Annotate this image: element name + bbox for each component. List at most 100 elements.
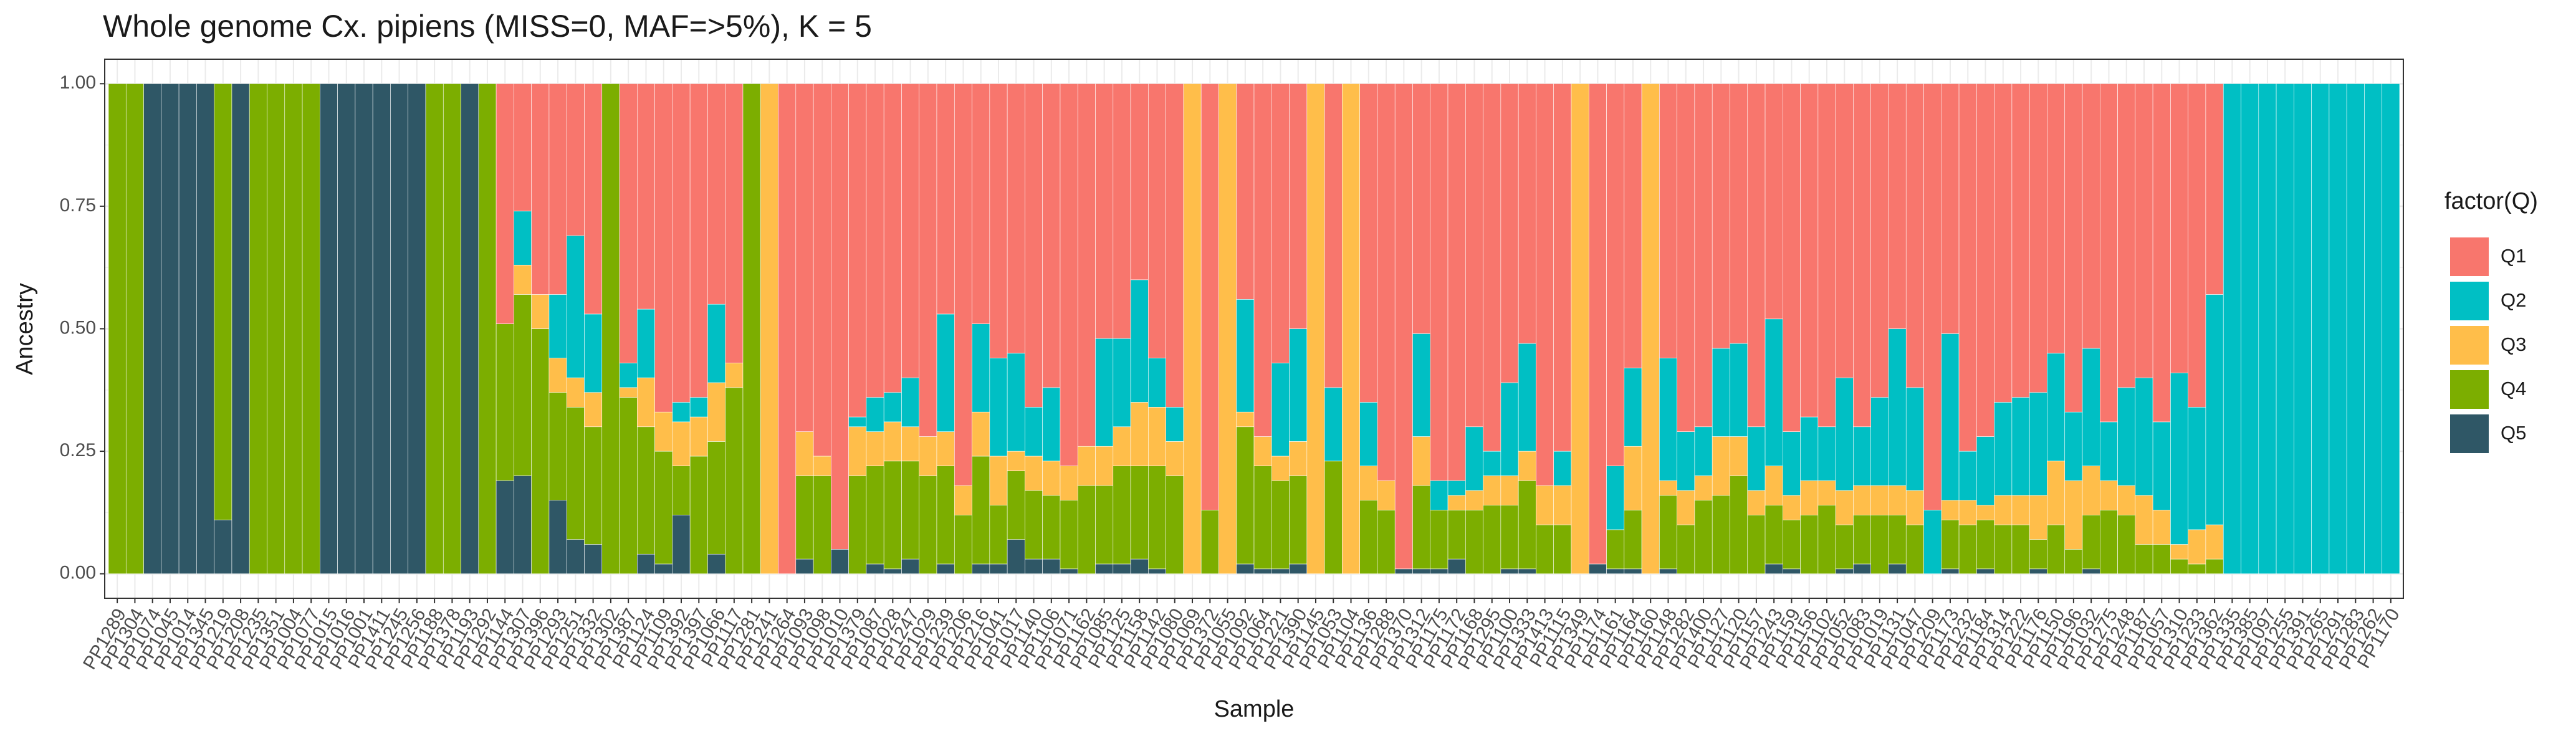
bar-segment bbox=[1271, 480, 1290, 570]
bar-segment bbox=[2382, 84, 2400, 574]
y-tick-label: 1.00 bbox=[60, 72, 96, 93]
bar-segment bbox=[1271, 456, 1290, 481]
bar-segment bbox=[1148, 84, 1166, 358]
bar-segment bbox=[919, 476, 937, 574]
legend-key bbox=[2449, 325, 2490, 366]
bar-segment bbox=[1783, 84, 1801, 432]
bar-segment bbox=[637, 84, 655, 310]
bar-segment bbox=[2205, 524, 2224, 560]
bar-segment bbox=[1800, 416, 1819, 481]
legend-label: Q5 bbox=[2501, 422, 2526, 444]
bar-segment bbox=[2205, 294, 2224, 525]
bar-segment bbox=[654, 563, 673, 574]
bar-segment bbox=[1447, 510, 1466, 560]
bar-segment bbox=[989, 358, 1008, 457]
legend-label: Q1 bbox=[2501, 245, 2526, 267]
bar-segment bbox=[2082, 515, 2100, 570]
bar-segment bbox=[1624, 368, 1642, 447]
bar-segment bbox=[848, 426, 867, 476]
bar-segment bbox=[1853, 84, 1871, 428]
bar-segment bbox=[1817, 480, 1836, 505]
bar-segment bbox=[866, 397, 884, 432]
bar-segment bbox=[1853, 485, 1871, 515]
bar-segment bbox=[1712, 495, 1730, 574]
bar-segment bbox=[1447, 480, 1466, 496]
bar-segment bbox=[707, 303, 725, 383]
bar-segment bbox=[813, 476, 831, 574]
bar-segment bbox=[1430, 480, 1448, 510]
bar-segment bbox=[1536, 524, 1554, 574]
bar-segment bbox=[1800, 84, 1819, 418]
bar-segment bbox=[883, 461, 902, 570]
bar-segment bbox=[1236, 563, 1255, 574]
bar-segment bbox=[1553, 451, 1572, 486]
bar-segment bbox=[1835, 524, 1854, 570]
bar-segment bbox=[337, 84, 356, 574]
bar-segment bbox=[2152, 510, 2171, 545]
bar-segment bbox=[901, 84, 920, 378]
bar-segment bbox=[1465, 510, 1483, 574]
bar-segment bbox=[619, 363, 638, 388]
bar-segment bbox=[1730, 476, 1748, 574]
bar-segment bbox=[1764, 84, 1783, 320]
bar-segment bbox=[1677, 524, 1695, 574]
bar-segment bbox=[514, 264, 532, 295]
bar-segment bbox=[1659, 568, 1677, 574]
bar-segment bbox=[848, 476, 867, 574]
bar-segment bbox=[1377, 84, 1396, 481]
bar-segment bbox=[725, 84, 744, 363]
bar-segment bbox=[1148, 358, 1166, 408]
bar-segment bbox=[1553, 485, 1572, 525]
bar-segment bbox=[1025, 558, 1043, 574]
bar-segment bbox=[936, 431, 955, 466]
bar-segment bbox=[548, 392, 567, 501]
bar-segment bbox=[2029, 539, 2047, 570]
bar-segment bbox=[1958, 451, 1977, 501]
bar-segment bbox=[1025, 490, 1043, 560]
bar-segment bbox=[284, 84, 303, 574]
bar-segment bbox=[883, 421, 902, 462]
bar-segment bbox=[1606, 84, 1625, 466]
bar-segment bbox=[1007, 84, 1025, 354]
bar-segment bbox=[1783, 431, 1801, 496]
bar-segment bbox=[1359, 84, 1378, 403]
bar-segment bbox=[831, 549, 849, 574]
bar-segment bbox=[1870, 397, 1889, 486]
bar-segment bbox=[443, 84, 461, 574]
bar-segment bbox=[2011, 524, 2030, 574]
bar-segment bbox=[531, 328, 550, 574]
bar-segment bbox=[1747, 426, 1766, 491]
bar-segment bbox=[1359, 402, 1378, 466]
bar-segment bbox=[1130, 466, 1149, 560]
bar-segment bbox=[1764, 563, 1783, 574]
bar-segment bbox=[566, 407, 585, 540]
bar-segment bbox=[461, 84, 479, 574]
bar-segment bbox=[566, 539, 585, 574]
bar-segment bbox=[1007, 539, 1025, 574]
bar-segment bbox=[760, 84, 778, 574]
bar-segment bbox=[672, 84, 691, 403]
bar-segment bbox=[1500, 476, 1519, 505]
bar-segment bbox=[425, 84, 444, 574]
bar-segment bbox=[1958, 500, 1977, 525]
bar-segment bbox=[1941, 568, 1960, 574]
bar-segment bbox=[2223, 84, 2241, 574]
bar-segment bbox=[1306, 84, 1325, 574]
bar-segment bbox=[1483, 476, 1501, 505]
bar-segment bbox=[672, 515, 691, 574]
bar-segment bbox=[1958, 524, 1977, 574]
bar-segment bbox=[989, 456, 1008, 505]
bar-segment bbox=[883, 568, 902, 574]
bar-segment bbox=[531, 84, 550, 295]
bar-segment bbox=[601, 84, 620, 574]
bar-segment bbox=[1677, 84, 1695, 432]
bar-segment bbox=[1518, 451, 1536, 481]
bar-segment bbox=[795, 431, 814, 476]
bar-segment bbox=[1342, 84, 1360, 574]
bar-segment bbox=[1817, 505, 1836, 574]
bar-segment bbox=[1430, 84, 1448, 481]
bar-segment bbox=[883, 392, 902, 423]
bar-segment bbox=[1835, 84, 1854, 378]
bar-segment bbox=[795, 84, 814, 432]
bar-segment bbox=[689, 397, 708, 418]
